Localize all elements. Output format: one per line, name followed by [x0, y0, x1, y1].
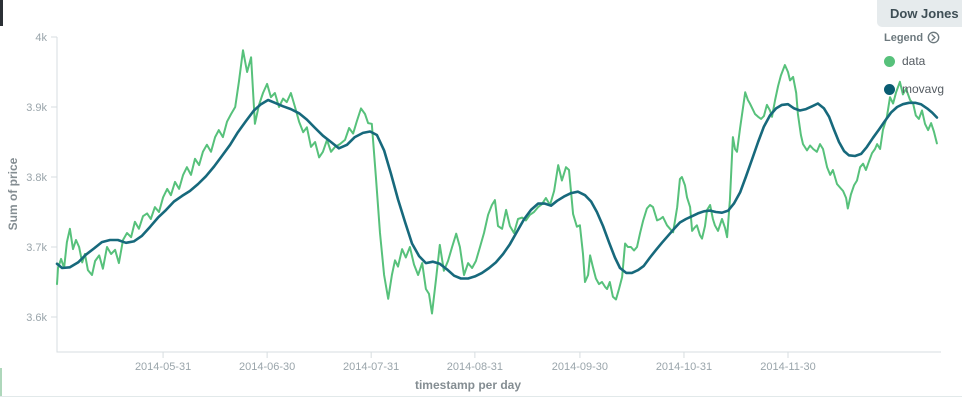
legend-header: Legend	[884, 31, 962, 44]
movavg-series-line	[55, 98, 939, 280]
x-tick-label: 2014-08-31	[447, 361, 503, 373]
axis-line	[56, 37, 941, 353]
x-tick-label: 2014-09-30	[552, 361, 608, 373]
panel-title: Dow Jones	[877, 0, 962, 27]
legend-label: Legend	[884, 31, 924, 44]
legend-item-movavg[interactable]: movavg	[884, 82, 962, 96]
legend-item-data-label: data	[902, 54, 926, 68]
movavg-series-swatch	[884, 83, 895, 95]
legend: Legend data movavg	[884, 31, 962, 96]
y-tick-label: 3.8k	[26, 172, 47, 184]
y-tick-label: 4k	[35, 32, 47, 44]
panel-bottom-border	[0, 396, 962, 397]
data-series-swatch	[884, 55, 895, 67]
screen-edge-artifact-green	[0, 368, 2, 397]
y-axis-title: Sum of price	[6, 157, 20, 231]
x-axis-title: timestamp per day	[414, 378, 522, 392]
x-tick-label: 2014-07-31	[343, 361, 399, 373]
screen-edge-artifact-dark	[0, 0, 3, 26]
x-ticks: 2014-05-31 2014-06-30 2014-07-31 2014-08-31…	[135, 352, 816, 373]
y-tick-label: 3.6k	[26, 312, 47, 324]
data-series-line	[56, 49, 938, 315]
legend-toggle-icon[interactable]	[927, 31, 940, 44]
y-ticks: 4k 3.9k 3.8k 3.7k 3.6k	[26, 32, 57, 324]
y-tick-label: 3.7k	[26, 242, 47, 254]
x-tick-label: 2014-11-30	[760, 361, 815, 373]
legend-item-movavg-label: movavg	[902, 82, 945, 96]
y-tick-label: 3.9k	[26, 102, 47, 114]
x-tick-label: 2014-05-31	[135, 361, 191, 373]
x-tick-label: 2014-06-30	[239, 361, 295, 373]
panel-title-text: Dow Jones	[890, 6, 959, 21]
legend-item-data[interactable]: data	[884, 54, 962, 68]
x-tick-label: 2014-10-31	[656, 361, 712, 373]
